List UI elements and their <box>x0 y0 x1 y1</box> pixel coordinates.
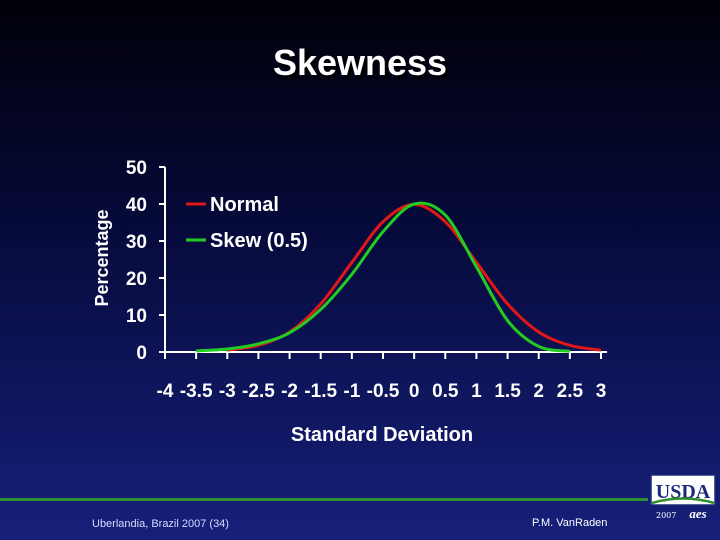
aes-mark: aes <box>689 506 706 521</box>
footer-location: Uberlandia, Brazil 2007 (34) <box>92 518 229 530</box>
usda-logo: USDA aes <box>650 474 716 521</box>
x-tick-label: 0.5 <box>432 381 459 402</box>
usda-logo-text: USDA <box>656 481 711 503</box>
x-tick-label: -0.5 <box>367 381 400 402</box>
x-tick-label: -2.5 <box>242 381 275 402</box>
legend: Normal Skew (0.5) <box>186 194 308 252</box>
y-tick-label: 20 <box>126 269 147 290</box>
footer-divider <box>0 498 648 501</box>
y-tick-label: 50 <box>126 158 147 179</box>
footer-author: P.M. VanRaden <box>532 517 608 529</box>
x-tick-label: -1.5 <box>304 381 337 402</box>
legend-label-normal: Normal <box>210 194 279 216</box>
y-tick-label: 0 <box>136 343 147 364</box>
x-tick-label: -3.5 <box>180 381 213 402</box>
x-tick-label: 0 <box>409 381 420 402</box>
y-tick-label: 10 <box>126 306 147 327</box>
x-tick-label: 1 <box>471 381 482 402</box>
x-tick-label: 3 <box>596 381 607 402</box>
slide-title: Skewness <box>272 42 448 83</box>
x-tick-label: -2 <box>281 381 298 402</box>
x-tick-label: -4 <box>157 381 174 402</box>
y-axis-label: Percentage <box>92 209 112 306</box>
legend-label-skew-0-5: Skew (0.5) <box>210 230 308 252</box>
x-tick-label: 2 <box>533 381 544 402</box>
x-axis-label: Standard Deviation <box>291 424 473 446</box>
series-line-skew-0-5 <box>196 201 571 353</box>
y-tick-label: 30 <box>126 232 147 253</box>
series-layer <box>196 201 602 353</box>
x-tick-label: 1.5 <box>494 381 521 402</box>
series-line-normal <box>227 202 602 352</box>
x-tick-label: -3 <box>219 381 236 402</box>
logo-year: 2007 <box>656 511 677 520</box>
x-tick-label: -1 <box>343 381 360 402</box>
y-tick-label: 40 <box>126 195 147 216</box>
chart-axes: 0 10 20 30 40 50 -4 -3.5 -3 -2.5 -2 -1.5 -1 -0.5 0 0.5 1… <box>126 158 607 402</box>
x-tick-label: 2.5 <box>557 381 584 402</box>
